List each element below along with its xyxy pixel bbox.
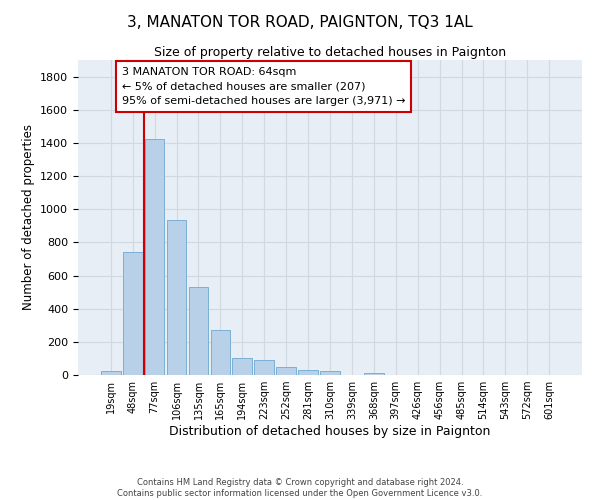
Bar bbox=[232, 358, 252, 375]
Bar bbox=[298, 370, 318, 375]
Bar bbox=[254, 360, 274, 375]
Y-axis label: Number of detached properties: Number of detached properties bbox=[22, 124, 35, 310]
Bar bbox=[188, 287, 208, 375]
Text: Contains HM Land Registry data © Crown copyright and database right 2024.
Contai: Contains HM Land Registry data © Crown c… bbox=[118, 478, 482, 498]
X-axis label: Distribution of detached houses by size in Paignton: Distribution of detached houses by size … bbox=[169, 425, 491, 438]
Bar bbox=[167, 220, 187, 375]
Bar bbox=[123, 252, 143, 375]
Title: Size of property relative to detached houses in Paignton: Size of property relative to detached ho… bbox=[154, 46, 506, 59]
Bar bbox=[364, 372, 384, 375]
Bar bbox=[276, 366, 296, 375]
Bar bbox=[145, 138, 164, 375]
Bar bbox=[320, 372, 340, 375]
Bar bbox=[211, 330, 230, 375]
Bar bbox=[101, 372, 121, 375]
Text: 3, MANATON TOR ROAD, PAIGNTON, TQ3 1AL: 3, MANATON TOR ROAD, PAIGNTON, TQ3 1AL bbox=[127, 15, 473, 30]
Text: 3 MANATON TOR ROAD: 64sqm
← 5% of detached houses are smaller (207)
95% of semi-: 3 MANATON TOR ROAD: 64sqm ← 5% of detach… bbox=[122, 66, 405, 106]
